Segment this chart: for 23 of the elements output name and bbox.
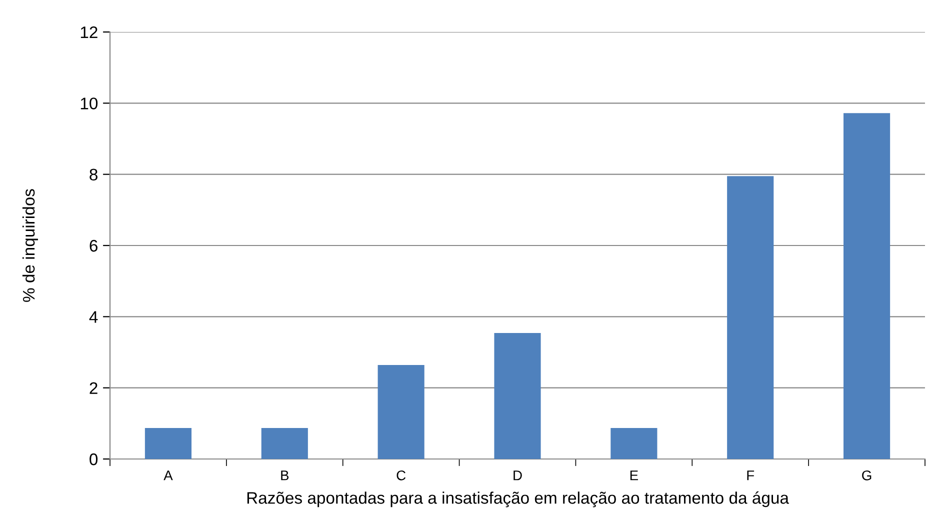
bar bbox=[261, 428, 308, 459]
bar bbox=[844, 113, 890, 459]
x-tick-label: D bbox=[514, 470, 522, 480]
bar bbox=[494, 333, 541, 459]
y-axis-title: % de inquiridos bbox=[22, 189, 38, 302]
y-tick-label: 6 bbox=[90, 240, 98, 252]
x-tick-label: E bbox=[630, 470, 638, 480]
x-tick-label: A bbox=[164, 470, 173, 480]
y-tick-label: 2 bbox=[90, 382, 98, 394]
bar bbox=[727, 176, 774, 459]
y-tick-label: 8 bbox=[90, 168, 98, 181]
x-tick-label: B bbox=[281, 470, 289, 480]
x-tick-label: G bbox=[862, 470, 872, 480]
y-tick-label: 0 bbox=[90, 453, 98, 466]
y-tick-label: 4 bbox=[89, 311, 98, 323]
x-tick-label: C bbox=[396, 470, 406, 480]
bar bbox=[610, 428, 658, 459]
bar bbox=[144, 428, 192, 459]
x-tick-label: F bbox=[747, 470, 754, 480]
y-tick-label: 10 bbox=[80, 98, 98, 110]
x-axis-title: Razões apontadas para a insatisfação em relação ao tratamento da água bbox=[247, 491, 789, 508]
bar bbox=[378, 365, 424, 459]
y-tick-label: 12 bbox=[80, 26, 98, 38]
